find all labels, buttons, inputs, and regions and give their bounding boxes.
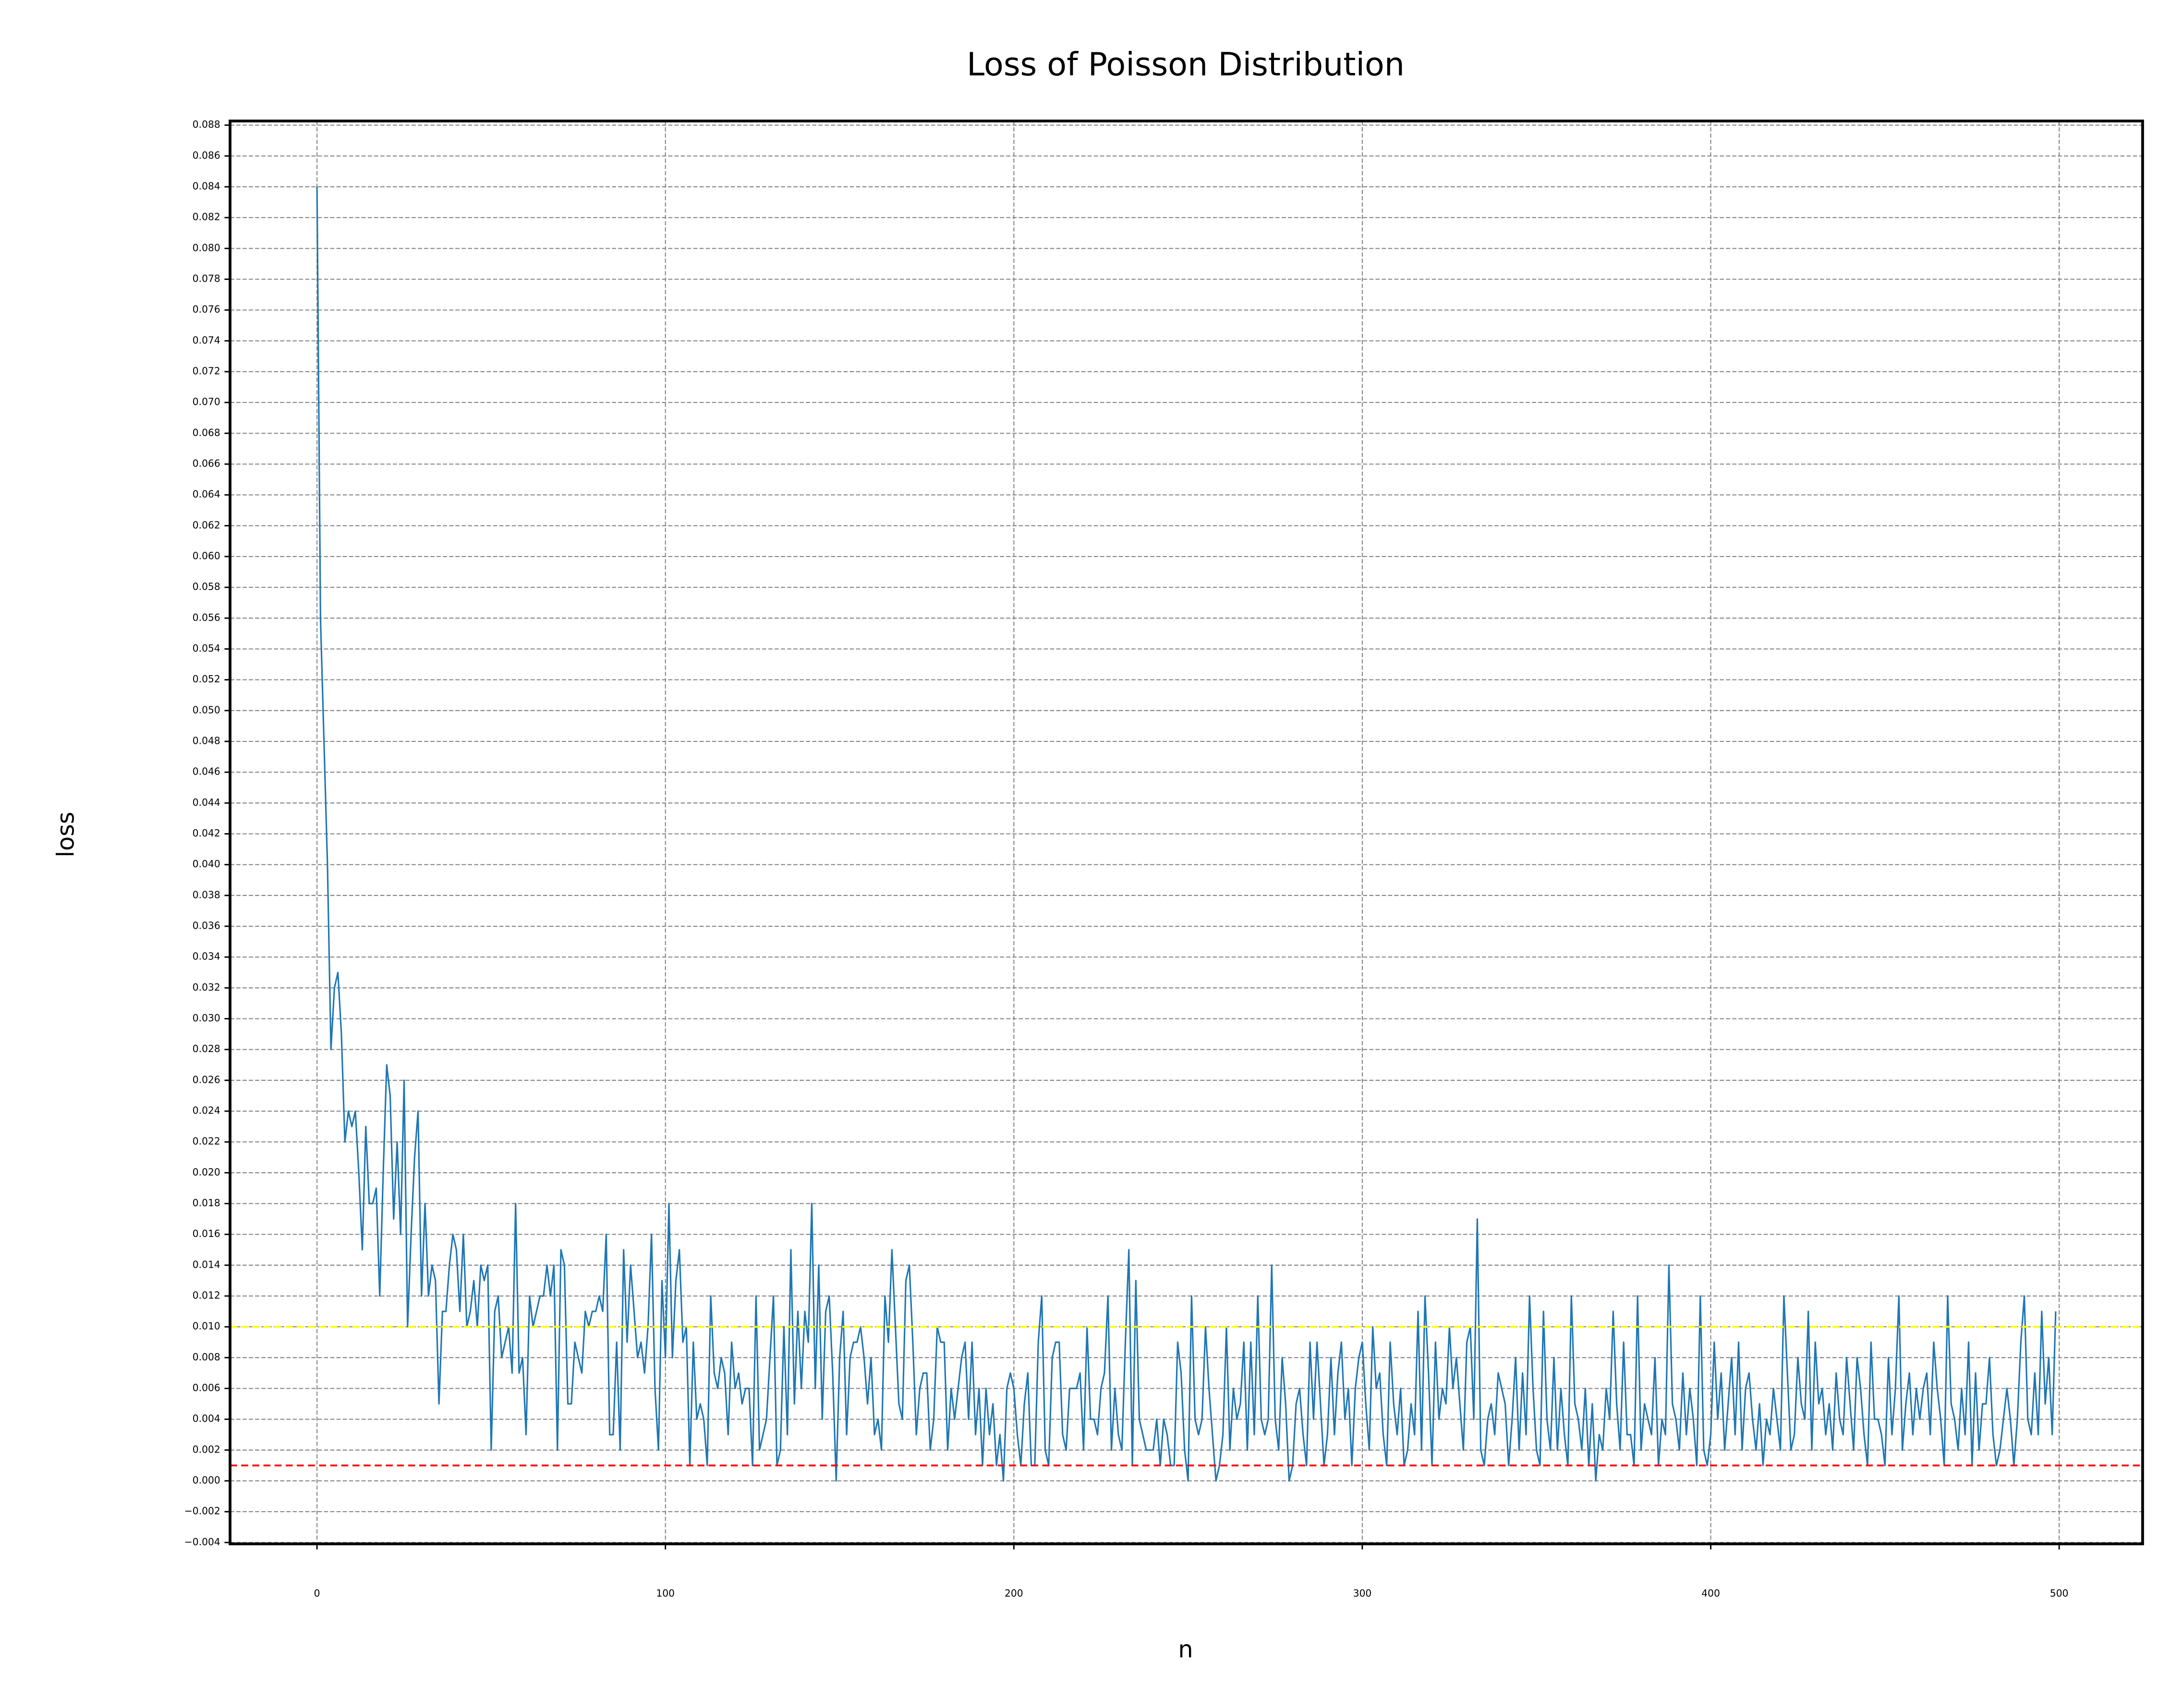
y-tick-label: 0.086 [193,149,220,161]
x-tick-label: 0 [314,1587,320,1599]
y-tick-label: 0.052 [193,673,220,685]
y-tick-label: 0.062 [193,519,220,531]
y-tick-label: 0.056 [193,612,220,623]
y-tick-label: 0.008 [193,1351,220,1363]
y-tick-label: 0.032 [193,981,220,993]
y-tick-label: 0.080 [193,242,220,254]
y-tick-label: 0.016 [193,1228,220,1239]
y-tick-label: 0.088 [193,119,220,130]
y-tick-label: 0.036 [193,920,220,931]
x-tick-label: 200 [1005,1587,1023,1599]
plot-frame [229,120,2144,1546]
y-tick-label: 0.022 [193,1136,220,1147]
x-tick-label: 100 [656,1587,675,1599]
y-tick-label: 0.020 [193,1166,220,1178]
y-tick-label: 0.014 [193,1259,220,1270]
y-tick-label: 0.018 [193,1197,220,1209]
y-tick-label: −0.004 [184,1536,220,1548]
y-tick-label: 0.026 [193,1074,220,1085]
y-tick-label: 0.046 [193,766,220,777]
y-tick-label: 0.084 [193,180,220,192]
chart-title: Loss of Poisson Distribution [967,46,1405,83]
y-tick-label: 0.000 [193,1474,220,1486]
y-tick-label: 0.040 [193,858,220,870]
y-tick-label: 0.068 [193,427,220,438]
y-tick-label: 0.002 [193,1443,220,1455]
y-tick-label: 0.070 [193,396,220,408]
y-tick-label: 0.030 [193,1012,220,1024]
y-tick-label: 0.054 [193,642,220,654]
y-tick-label: 0.072 [193,365,220,376]
x-tick-label: 500 [2050,1587,2069,1599]
y-tick-label: 0.034 [193,951,220,962]
y-tick-label: 0.060 [193,550,220,561]
x-tick-label: 400 [1701,1587,1720,1599]
y-tick-label: 0.038 [193,889,220,900]
y-tick-label: 0.024 [193,1104,220,1116]
y-tick-label: 0.074 [193,334,220,346]
y-tick-label: 0.012 [193,1289,220,1301]
y-tick-label: 0.058 [193,581,220,593]
y-tick-label: 0.066 [193,458,220,469]
y-tick-label: 0.082 [193,211,220,223]
y-tick-label: −0.002 [184,1505,220,1517]
x-axis-label: n [1178,1635,1193,1663]
x-tick-label: 300 [1353,1587,1372,1599]
y-tick-label: 0.004 [193,1413,220,1424]
y-tick-label: 0.010 [193,1320,220,1332]
y-axis-label: loss [52,812,80,857]
data-line [316,186,2057,1482]
y-tick-label: 0.048 [193,735,220,746]
y-tick-label: 0.006 [193,1382,220,1393]
y-tick-label: 0.078 [193,273,220,284]
y-tick-label: 0.042 [193,827,220,839]
y-tick-label: 0.028 [193,1043,220,1054]
y-tick-label: 0.076 [193,303,220,315]
y-tick-label: 0.064 [193,488,220,500]
y-tick-label: 0.050 [193,704,220,715]
y-tick-label: 0.044 [193,797,220,808]
